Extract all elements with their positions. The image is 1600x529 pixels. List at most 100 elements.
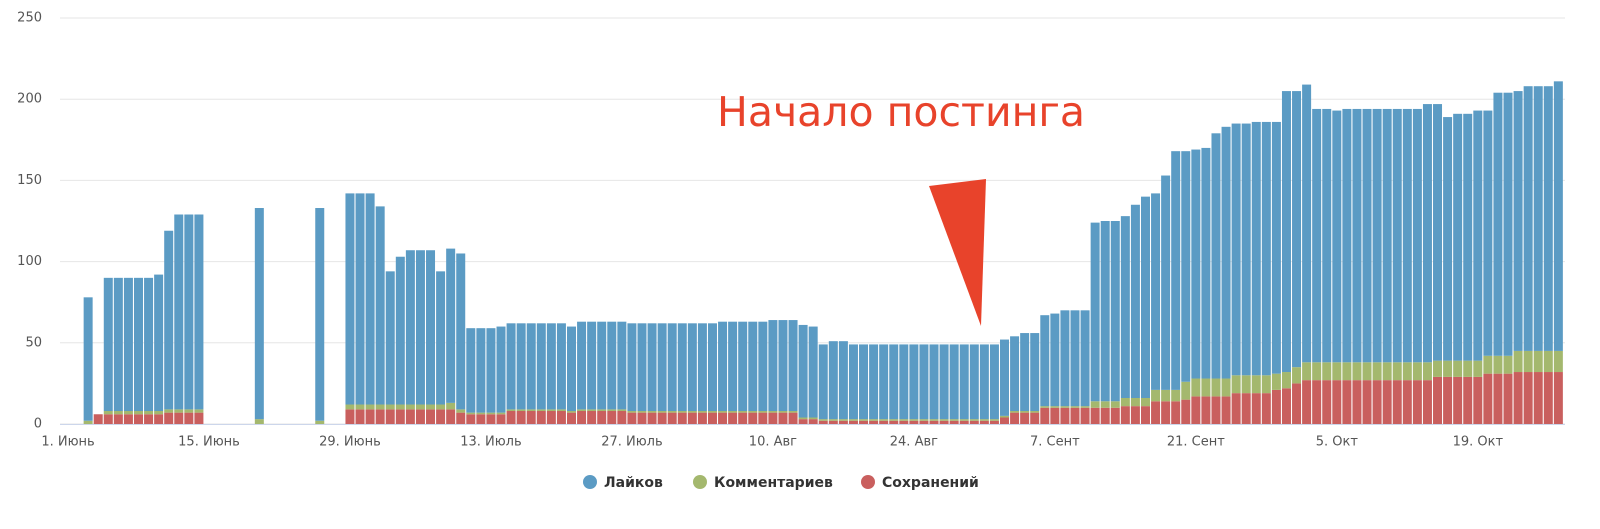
bar-segment [1473, 376, 1483, 424]
bar-segment [939, 420, 949, 424]
bar-segment [194, 412, 204, 424]
bar-segment [1312, 362, 1322, 381]
annotation: Начало постинга [717, 88, 1085, 136]
bar-segment [1070, 407, 1080, 424]
bar-segment [526, 411, 536, 424]
bar-segment [1171, 151, 1181, 390]
bar-segment [707, 411, 717, 413]
bar-segment [436, 404, 446, 410]
bar-segment [1221, 396, 1231, 424]
bar-segment [1251, 393, 1261, 424]
bar-segment [929, 419, 939, 421]
bar-segment [1191, 149, 1201, 379]
bar-segment [1553, 350, 1563, 373]
bar-segment [1040, 406, 1050, 408]
bar-segment [144, 277, 154, 412]
bar-segment [1040, 407, 1050, 424]
bar-segment [1161, 401, 1171, 424]
bar-segment [1080, 407, 1090, 424]
bar-segment [174, 214, 184, 410]
bar-segment [1382, 108, 1392, 363]
bar-segment [1010, 411, 1020, 413]
bar-segment [1412, 362, 1422, 381]
bar-segment [969, 344, 979, 420]
bar-segment [93, 414, 103, 424]
bar-segment [1181, 151, 1191, 382]
bar-segment [1292, 91, 1302, 368]
bar-segment [879, 344, 889, 420]
legend-label: Лайков [604, 475, 663, 491]
bar-segment [768, 411, 778, 413]
y-tick-label: 200 [17, 92, 42, 107]
bar-segment [1050, 407, 1060, 424]
bar-segment [1493, 92, 1503, 356]
bar-segment [123, 277, 133, 412]
x-tick-label: 7. Сент [1030, 435, 1080, 450]
bar-segment [1171, 401, 1181, 424]
bar-segment [577, 409, 587, 412]
bar-segment [828, 419, 838, 421]
bar-segment [405, 409, 415, 424]
bar-segment [677, 323, 687, 412]
bar-segment [707, 412, 717, 424]
bar-segment [405, 250, 415, 405]
bar-segment [1281, 372, 1291, 389]
bar-segment [1201, 147, 1211, 379]
bar-segment [1503, 92, 1513, 356]
bar-segment [446, 248, 456, 403]
bar-segment [415, 409, 425, 424]
bar-segment [728, 321, 738, 412]
bar-segment [1110, 221, 1120, 402]
bar-segment [1322, 362, 1332, 381]
bar-segment [1422, 104, 1432, 363]
bar-segment [1412, 108, 1422, 363]
bar-segment [1130, 406, 1140, 424]
bar-segment [1382, 380, 1392, 424]
bar-segment [1211, 133, 1221, 379]
bar-segment [657, 412, 667, 424]
bar-segment [617, 411, 627, 424]
bar-segment [587, 411, 597, 424]
bar-segment [1352, 380, 1362, 424]
bar-segment [1312, 380, 1322, 424]
bar-segment [1231, 123, 1241, 376]
bar-segment [1352, 108, 1362, 363]
bar-segment [1100, 407, 1110, 424]
bar-segment [556, 323, 566, 410]
bar-segment [1080, 310, 1090, 407]
bar-segment [1030, 411, 1040, 413]
x-tick-label: 5. Окт [1316, 435, 1359, 450]
bar-segment [607, 411, 617, 424]
y-tick-label: 150 [17, 173, 42, 188]
bar-segment [1543, 372, 1553, 424]
bar-segment [1402, 380, 1412, 424]
bar-segment [989, 420, 999, 424]
bar-segment [818, 344, 828, 420]
x-tick-label: 1. Июнь [41, 435, 94, 450]
bar-segment [818, 420, 828, 424]
bar-segment [1372, 362, 1382, 381]
bar-segment [103, 277, 113, 412]
bar-segment [1342, 362, 1352, 381]
bar-segment [1463, 376, 1473, 424]
bar-segment [577, 321, 587, 410]
bar-segment [536, 411, 546, 424]
bar-segment [1171, 389, 1181, 402]
bar-segment [788, 411, 798, 413]
bar-segment [1402, 108, 1412, 363]
bar-segment [1513, 350, 1523, 373]
bar-segment [194, 214, 204, 410]
bar-segment [889, 344, 899, 420]
bar-segment [365, 404, 375, 410]
bar-segment [556, 409, 566, 412]
bar-segment [546, 411, 556, 424]
bar-segment [1392, 362, 1402, 381]
legend-label: Сохранений [882, 475, 979, 491]
bar-segment [385, 409, 395, 424]
bar-segment [1443, 360, 1453, 377]
x-tick-label: 24. Авг [890, 435, 938, 450]
bar-segment [657, 323, 667, 412]
bar-segment [889, 420, 899, 424]
bar-segment [748, 411, 758, 413]
bar-segment [697, 412, 707, 424]
